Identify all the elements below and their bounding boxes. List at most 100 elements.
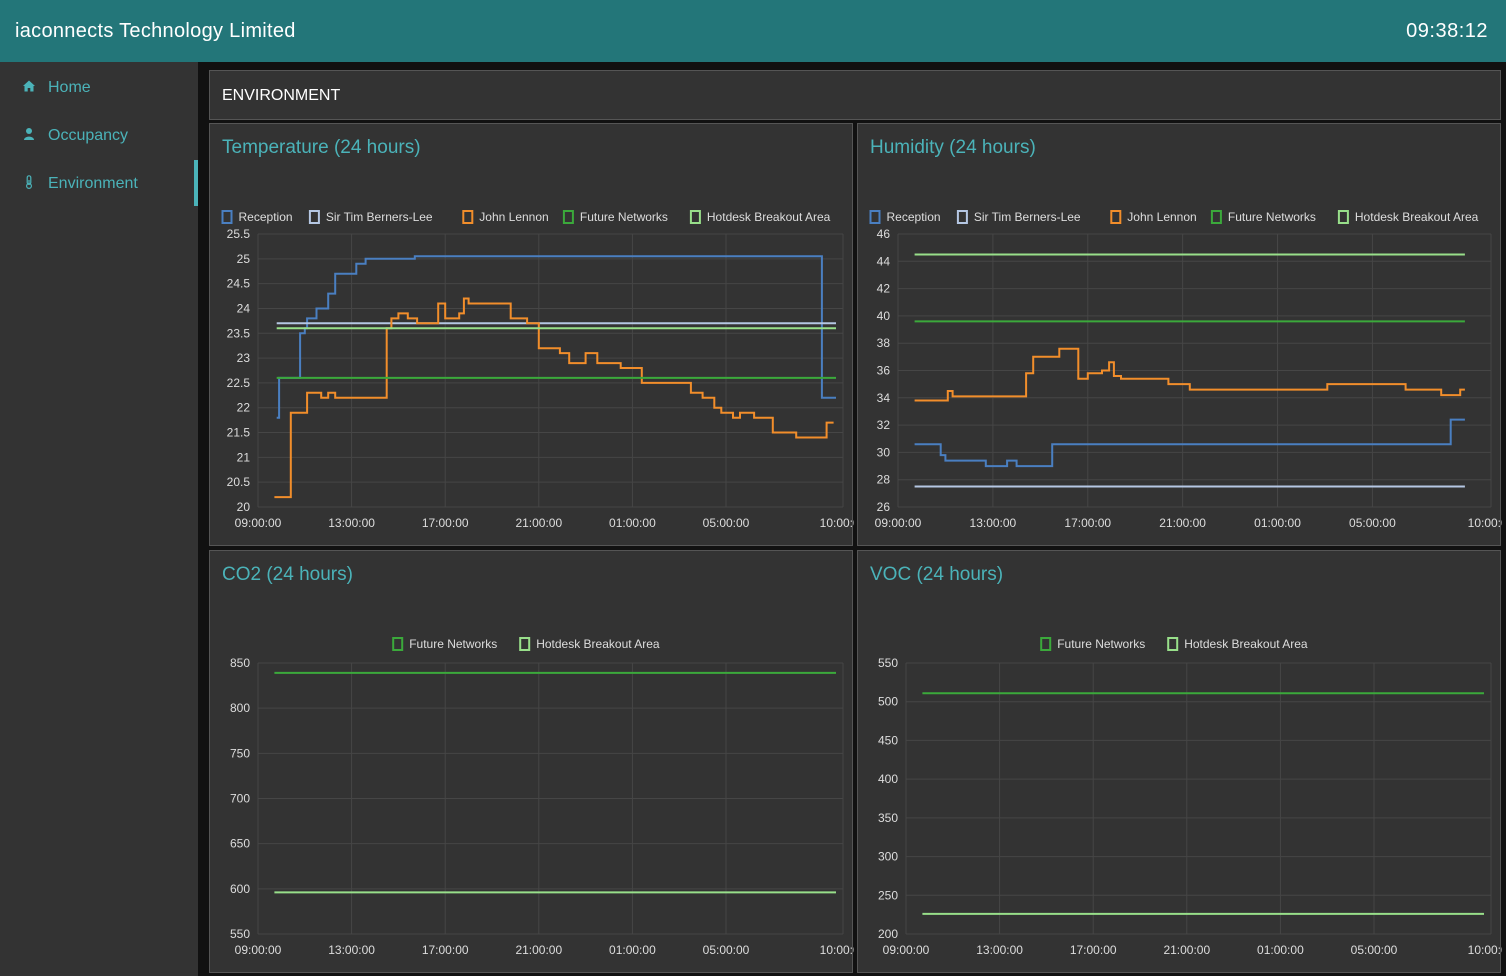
y-tick-label: 38: [877, 336, 891, 350]
y-tick-label: 850: [230, 656, 250, 670]
legend-label: Reception: [239, 210, 293, 224]
sidebar-item-label: Environment: [48, 175, 138, 192]
humidity-chart-card: Humidity (24 hours) 26 28 30 32 34 36 38 40 42 44…: [857, 123, 1502, 546]
legend-item-future-networks[interactable]: Future Networks: [562, 210, 668, 224]
y-tick-label: 22.5: [227, 376, 251, 390]
temperature-chart: 20 20.5 21 21.5 22 22.5 23 23.5 24 24.5 25 25.5 09:0…: [221, 210, 854, 530]
sidebar-item-occupancy[interactable]: Occupancy: [0, 112, 198, 158]
x-tick-label: 01:00:00: [609, 516, 656, 530]
chart-legend: Reception Sir Tim Berners-Lee John Lennon F…: [869, 210, 1479, 224]
legend-item-john-lennon[interactable]: John Lennon: [1110, 210, 1197, 224]
temperature-chart-card: Temperature (24 hours) 20 20.5 21 21.5 22 22.…: [209, 123, 854, 546]
y-tick-label: 500: [878, 695, 898, 709]
active-indicator: [194, 160, 198, 206]
legend-item-future-networks[interactable]: Future Networks: [1210, 210, 1316, 224]
legend-swatch: [562, 210, 574, 224]
legend-label: Sir Tim Berners-Lee: [974, 210, 1081, 224]
group-header: ENVIRONMENT: [209, 70, 1501, 120]
series-line-john-lennon: [274, 297, 834, 499]
legend-swatch: [869, 210, 881, 224]
y-tick-label: 550: [878, 656, 898, 670]
gridlines: [257, 233, 844, 508]
x-tick-label: 13:00:00: [976, 943, 1023, 957]
y-tick-label: 28: [877, 473, 891, 487]
x-tick-label: 10:00:00: [1468, 516, 1502, 530]
legend-item-sir-tim-berners-lee[interactable]: Sir Tim Berners-Lee: [308, 210, 433, 224]
chart-legend: Future Networks Hotdesk Breakout Area: [1040, 637, 1308, 651]
main-content: ENVIRONMENT Temperature (24 hours) 20 20.…: [198, 62, 1506, 976]
user-icon: [24, 128, 34, 140]
legend-item-hotdesk-breakout-area[interactable]: Hotdesk Breakout Area: [519, 637, 660, 651]
y-tick-label: 400: [878, 772, 898, 786]
y-tick-label: 36: [877, 364, 891, 378]
y-tick-label: 22: [237, 401, 251, 415]
x-tick-label: 09:00:00: [235, 943, 282, 957]
y-tick-label: 700: [230, 792, 250, 806]
chart-legend: Reception Sir Tim Berners-Lee John Lennon F…: [221, 210, 831, 224]
legend-item-hotdesk-breakout-area[interactable]: Hotdesk Breakout Area: [689, 210, 831, 224]
legend-swatch: [1110, 210, 1122, 224]
legend-swatch: [689, 210, 701, 224]
humidity-chart: 26 28 30 32 34 36 38 40 42 44 46 09:00:00 13:00:00 17…: [869, 210, 1502, 530]
x-tick-label: 01:00:00: [1254, 516, 1301, 530]
legend-item-hotdesk-breakout-area[interactable]: Hotdesk Breakout Area: [1167, 637, 1308, 651]
x-tick-label: 10:00:00: [820, 943, 854, 957]
legend-item-reception[interactable]: Reception: [221, 210, 293, 224]
x-tick-label: 05:00:00: [1351, 943, 1398, 957]
x-tick-label: 13:00:00: [328, 516, 375, 530]
legend-label: Sir Tim Berners-Lee: [326, 210, 433, 224]
x-tick-label: 17:00:00: [1064, 516, 1111, 530]
y-tick-label: 46: [877, 227, 891, 241]
legend-item-sir-tim-berners-lee[interactable]: Sir Tim Berners-Lee: [956, 210, 1081, 224]
sidebar-item-label: Home: [48, 79, 91, 96]
series-line-reception: [914, 418, 1465, 468]
legend-swatch: [519, 637, 531, 651]
legend-swatch: [308, 210, 320, 224]
y-tick-label: 40: [877, 309, 891, 323]
y-tick-label: 23.5: [227, 326, 251, 340]
legend-label: John Lennon: [1127, 210, 1196, 224]
sidebar-item-home[interactable]: Home: [0, 64, 198, 110]
legend-label: Hotdesk Breakout Area: [536, 637, 660, 651]
y-tick-label: 350: [878, 811, 898, 825]
legend-item-future-networks[interactable]: Future Networks: [392, 637, 497, 651]
legend-item-reception[interactable]: Reception: [869, 210, 941, 224]
y-tick-label: 20.5: [227, 475, 251, 489]
y-tick-label: 44: [877, 254, 891, 268]
legend-label: Future Networks: [580, 210, 668, 224]
x-tick-label: 01:00:00: [609, 943, 656, 957]
legend-label: John Lennon: [479, 210, 548, 224]
gridlines: [905, 662, 1492, 935]
voc-chart: 200 250 300 350 400 450 500 550 09:00:00 13:00:00…: [878, 637, 1502, 957]
y-tick-label: 20: [237, 500, 251, 514]
x-tick-label: 17:00:00: [1070, 943, 1117, 957]
y-tick-label: 800: [230, 701, 250, 715]
y-tick-label: 21: [237, 450, 251, 464]
y-tick-label: 32: [877, 418, 891, 432]
y-tick-label: 25.5: [227, 227, 251, 241]
legend-item-future-networks[interactable]: Future Networks: [1040, 637, 1145, 651]
group-title: ENVIRONMENT: [222, 87, 341, 104]
sidebar-item-environment[interactable]: Environment: [0, 160, 198, 206]
y-tick-label: 42: [877, 282, 891, 296]
legend-label: Future Networks: [1057, 637, 1145, 651]
co2-chart-card: CO2 (24 hours) 550 600 650 700 750 800 850 09:0…: [209, 550, 854, 973]
co2-chart: 550 600 650 700 750 800 850 09:00:00 13:00:00 17:…: [230, 637, 854, 957]
y-tick-label: 24: [237, 301, 251, 315]
voc-chart-card: VOC (24 hours) 200 250 300 350 400 450 500 550 0…: [857, 550, 1502, 973]
x-tick-label: 13:00:00: [328, 943, 375, 957]
legend-item-hotdesk-breakout-area[interactable]: Hotdesk Breakout Area: [1337, 210, 1479, 224]
chart-legend: Future Networks Hotdesk Breakout Area: [392, 637, 660, 651]
legend-swatch: [1337, 210, 1349, 224]
legend-label: Hotdesk Breakout Area: [1184, 637, 1308, 651]
app-title: iaconnects Technology Limited: [15, 20, 296, 42]
x-tick-label: 01:00:00: [1257, 943, 1304, 957]
legend-swatch: [462, 210, 474, 224]
x-tick-label: 09:00:00: [875, 516, 922, 530]
series-line-john-lennon: [914, 347, 1465, 402]
y-tick-label: 23: [237, 351, 251, 365]
legend-item-john-lennon[interactable]: John Lennon: [462, 210, 549, 224]
y-tick-label: 600: [230, 882, 250, 896]
y-tick-label: 550: [230, 927, 250, 941]
y-tick-label: 34: [877, 391, 891, 405]
